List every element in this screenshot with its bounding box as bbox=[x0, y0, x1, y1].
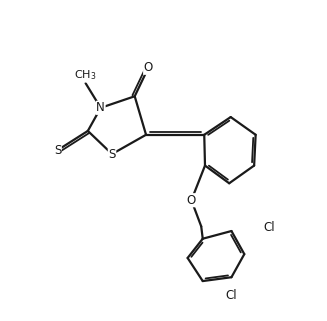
Text: Cl: Cl bbox=[226, 289, 237, 302]
Text: CH$_3$: CH$_3$ bbox=[74, 68, 97, 82]
Text: N: N bbox=[96, 101, 105, 114]
Text: O: O bbox=[144, 61, 153, 74]
Text: S: S bbox=[54, 144, 61, 157]
Text: S: S bbox=[108, 148, 116, 160]
Text: O: O bbox=[187, 194, 196, 207]
Text: Cl: Cl bbox=[263, 221, 275, 234]
